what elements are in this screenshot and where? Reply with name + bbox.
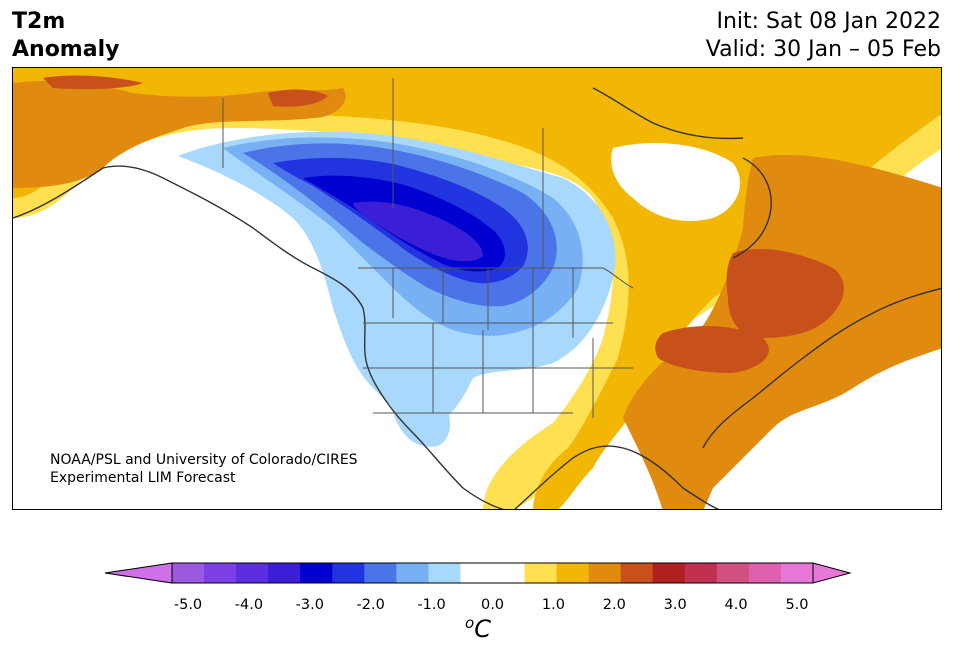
colorbar-tick-label: 3.0 <box>663 597 687 613</box>
unit-superscript: o <box>465 614 475 632</box>
colorbar-bin <box>204 563 237 583</box>
colorbar-tick-label: -4.0 <box>234 597 264 613</box>
anomaly-band-cold-extra <box>389 374 450 447</box>
political-borders <box>222 78 634 418</box>
unit-base: C <box>474 615 491 643</box>
forecast-credit: NOAA/PSL and University of Colorado/CIRE… <box>50 451 358 487</box>
colorbar-bin <box>524 563 558 583</box>
colorbar-tick-label: 5.0 <box>785 597 809 613</box>
coastlines <box>13 87 941 509</box>
colorbar-bin <box>492 563 526 583</box>
colorbar-bin <box>684 563 718 583</box>
colorbar-bin <box>652 563 686 583</box>
colorbar-bin <box>716 563 750 583</box>
map-canvas <box>13 68 941 509</box>
colorbar-bin <box>556 563 590 583</box>
anomaly-band-warm-strong <box>13 81 941 509</box>
colorbar-unit: oC <box>465 614 491 643</box>
colorbar-bin <box>236 563 269 583</box>
forecast-dates: Init: Sat 08 Jan 2022 Valid: 30 Jan – 05… <box>706 8 941 64</box>
colorbar-bin <box>332 563 365 583</box>
anomaly-band-cold-6 <box>353 201 483 262</box>
colorbar-bin <box>588 563 622 583</box>
colorbar-bin <box>428 563 462 583</box>
colorbar-tick-label: -1.0 <box>417 597 446 613</box>
map-title: T2m Anomaly <box>12 8 119 64</box>
colorbar-tick-label: 0.0 <box>480 597 505 613</box>
credit-line-1: NOAA/PSL and University of Colorado/CIRE… <box>50 452 358 468</box>
colorbar-bin <box>300 563 333 583</box>
credit-line-2: Experimental LIM Forecast <box>50 470 236 486</box>
colorbar-tick-label: -2.0 <box>356 597 385 613</box>
colorbar-tick-label: -5.0 <box>173 597 203 613</box>
hudson-bay-region <box>611 143 741 222</box>
colorbar-bin <box>364 563 397 583</box>
colorbar-bins <box>172 563 814 583</box>
colorbar-tick-label: 1.0 <box>541 597 565 613</box>
colorbar-bin <box>780 563 814 583</box>
colorbar-bin <box>620 563 654 583</box>
title-type: Anomaly <box>12 37 120 62</box>
colorbar-bin <box>748 563 782 583</box>
colorbar-tick-label: -3.0 <box>295 597 324 613</box>
colorbar-bin <box>172 563 205 583</box>
colorbar-under-extension <box>104 562 173 584</box>
colorbar-bin <box>460 563 494 583</box>
colorbar-tick-label: 2.0 <box>602 597 626 613</box>
colorbar-bin <box>268 563 301 583</box>
colorbar-bin <box>396 563 429 583</box>
colorbar-tick-label: 4.0 <box>724 597 748 613</box>
colorbar-outline <box>171 562 814 584</box>
colorbar <box>104 562 852 584</box>
anomaly-map: NOAA/PSL and University of Colorado/CIRE… <box>12 67 942 510</box>
title-variable: T2m <box>12 9 66 34</box>
valid-period: Valid: 30 Jan – 05 Feb <box>705 37 941 62</box>
anomaly-band-warm-strongest <box>43 75 844 374</box>
colorbar-over-extension <box>812 562 852 584</box>
init-date: Init: Sat 08 Jan 2022 <box>716 9 941 34</box>
